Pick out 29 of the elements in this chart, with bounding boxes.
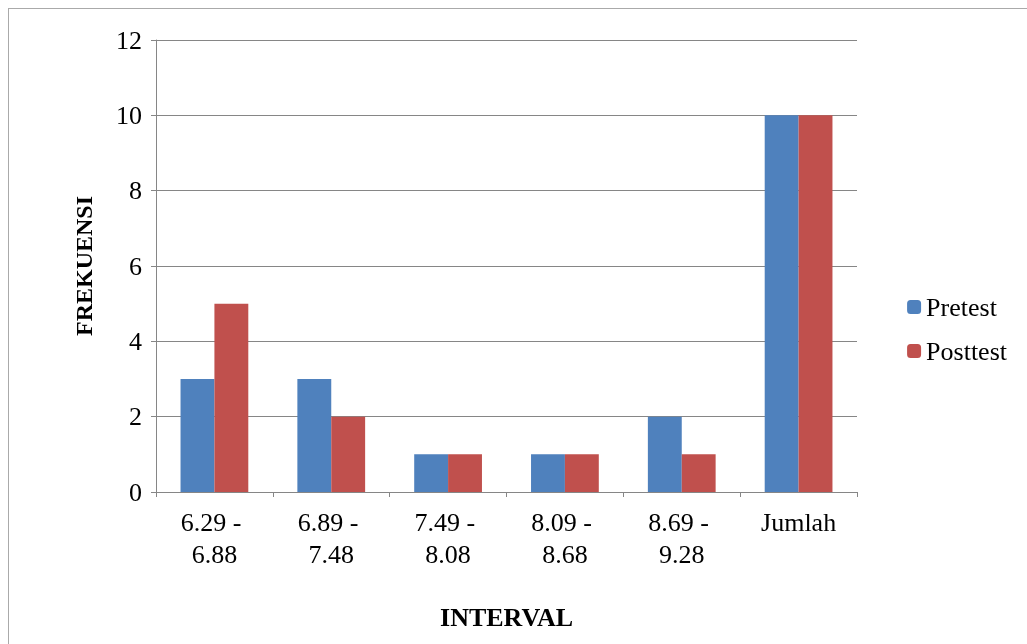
x-tick-label: 8.09 - 8.68 xyxy=(531,507,599,569)
y-tick-label: 0 xyxy=(129,477,142,507)
bar xyxy=(331,416,366,492)
y-tick-label: 4 xyxy=(129,326,142,356)
y-tick-label: 10 xyxy=(116,100,142,130)
x-tick-label: Jumlah xyxy=(761,507,837,537)
bar xyxy=(214,303,249,492)
bar xyxy=(681,454,716,492)
x-tick-label: 8.69 - 9.28 xyxy=(648,507,716,569)
y-tick-label: 12 xyxy=(116,25,142,55)
x-tick-label: 7.49 - 8.08 xyxy=(414,507,482,569)
bar xyxy=(564,454,599,492)
legend-label: Posttest xyxy=(926,336,1008,366)
x-axis-title: INTERVAL xyxy=(440,602,573,632)
bar xyxy=(297,379,332,492)
bar xyxy=(647,416,682,492)
bar xyxy=(798,115,833,492)
y-tick-label: 2 xyxy=(129,402,142,432)
y-axis-title: FREKUENSI xyxy=(71,195,97,337)
y-tick-label: 8 xyxy=(129,176,142,206)
bar xyxy=(414,454,449,492)
bar xyxy=(764,115,799,492)
x-tick-label: 6.89 - 7.48 xyxy=(297,507,365,569)
bar xyxy=(448,454,482,492)
y-tick-label: 6 xyxy=(129,251,142,281)
bar xyxy=(180,379,215,492)
bar xyxy=(531,454,565,492)
x-tick-label: 6.29 - 6.88 xyxy=(180,507,248,569)
legend-label: Pretest xyxy=(926,292,998,322)
